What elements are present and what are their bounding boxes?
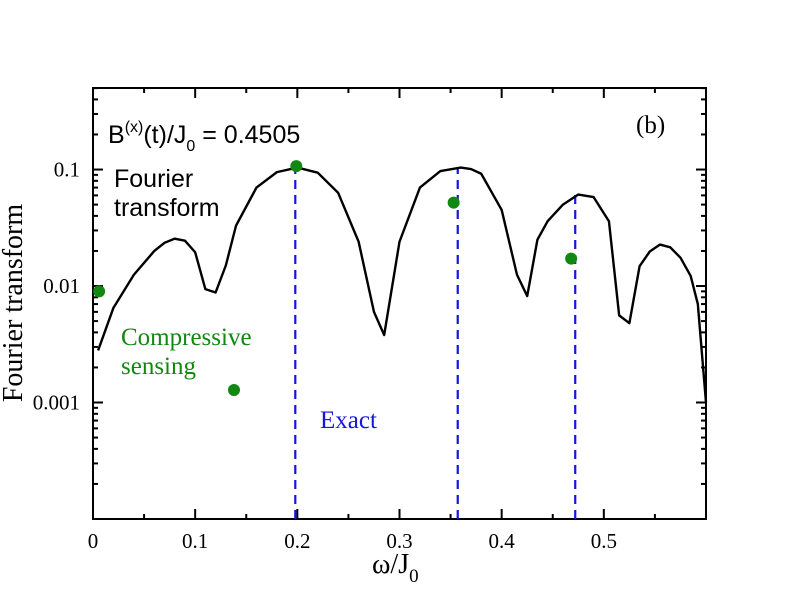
panel-label: (b) (636, 112, 665, 139)
fourier-transform-legend: Fourier transform (114, 165, 220, 222)
x-tick-label: 0.4 (489, 529, 516, 553)
compressive-sensing-point (290, 160, 303, 173)
exact-vlines (294, 167, 577, 519)
compressive-sensing-point (93, 285, 106, 298)
compressive-sensing-point (447, 196, 460, 209)
exact-legend: Exact (320, 407, 377, 434)
x-tick-label: 0.1 (182, 529, 208, 553)
x-tick-label: 0.5 (591, 529, 617, 553)
x-tick-label: 0 (88, 529, 99, 553)
field-annotation: B(x)(t)/J0 = 0.4505 (108, 119, 300, 155)
fourier-transform-line (96, 166, 708, 403)
y-tick-label: 0.001 (33, 391, 80, 415)
compressive-sensing-point (565, 252, 578, 265)
x-axis-title: ω/J0 (372, 549, 419, 587)
compressive-sensing-legend: Compressive sensing (121, 324, 258, 380)
y-axis-ticks: 0.1 0.01 0.001 (33, 87, 706, 520)
y-tick-label: 0.1 (54, 158, 80, 182)
x-tick-label: 0.2 (284, 529, 310, 553)
compressive-sensing-points (93, 160, 578, 397)
x-axis-ticks: 0 0.1 0.2 0.3 0.4 0.5 (88, 88, 707, 553)
compressive-sensing-point (227, 384, 240, 397)
y-tick-label: 0.01 (43, 274, 80, 298)
y-axis-title: Fourier transform (0, 204, 29, 403)
x-tick-label: 0.3 (386, 529, 412, 553)
